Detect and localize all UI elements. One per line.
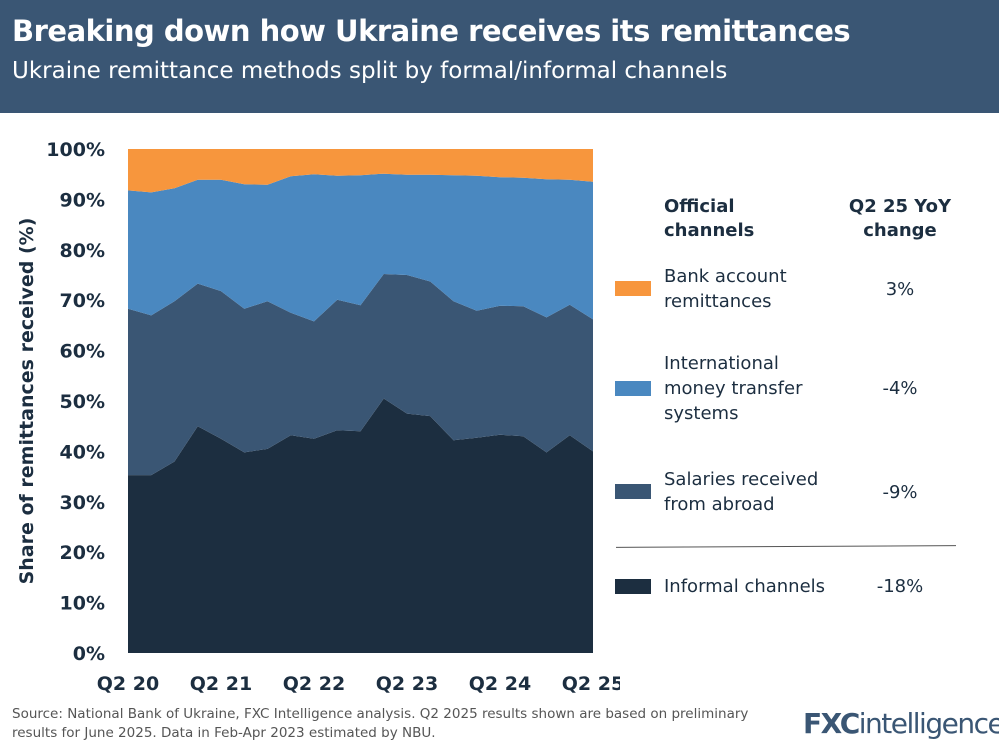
legend-change: 3% bbox=[885, 279, 915, 300]
y-tick-label: 60% bbox=[60, 341, 105, 363]
header: Breaking down how Ukraine receives its r… bbox=[0, 0, 999, 113]
legend-label: International money transfer systems bbox=[664, 353, 803, 424]
y-tick-label: 10% bbox=[60, 593, 105, 615]
y-tick-label: 100% bbox=[46, 139, 105, 161]
y-tick-label: 30% bbox=[60, 492, 105, 514]
source-note: Source: National Bank of Ukraine, FXC In… bbox=[12, 706, 749, 741]
area-series-3 bbox=[128, 149, 593, 193]
fxc-logo: FXCintelligence bbox=[803, 707, 999, 740]
area-series-1 bbox=[128, 273, 593, 476]
area-series-0 bbox=[128, 398, 593, 653]
legend-label: Bank account remittances bbox=[664, 266, 787, 312]
y-tick-label: 0% bbox=[73, 643, 105, 665]
legend-header-line: change bbox=[863, 220, 937, 241]
legend-header-line: Q2 25 YoY bbox=[848, 196, 952, 217]
legend-header-channels: Official channels bbox=[664, 195, 754, 243]
legend-swatch bbox=[615, 484, 651, 499]
chart-title: Breaking down how Ukraine receives its r… bbox=[12, 14, 851, 48]
legend-swatch bbox=[615, 579, 651, 594]
x-tick-label: Q2 22 bbox=[283, 673, 345, 695]
chart-subtitle: Ukraine remittance methods split by form… bbox=[12, 58, 728, 84]
y-tick-label: 50% bbox=[60, 391, 105, 413]
x-tick-label: Q2 25 bbox=[562, 673, 620, 695]
y-tick-label: 80% bbox=[60, 240, 105, 262]
legend-swatch bbox=[615, 281, 651, 296]
legend-header-change: Q2 25 YoY change bbox=[845, 195, 955, 243]
x-tick-label: Q2 23 bbox=[376, 673, 438, 695]
legend-swatch bbox=[615, 381, 651, 396]
legend-change: -4% bbox=[882, 378, 918, 399]
legend-label: Informal channels bbox=[664, 576, 826, 597]
area-series-2 bbox=[128, 173, 593, 322]
y-tick-label: 90% bbox=[60, 189, 105, 211]
legend-change: -18% bbox=[876, 576, 924, 597]
y-tick-label: 20% bbox=[60, 542, 105, 564]
y-axis-label: Share of remittances received (%) bbox=[16, 218, 38, 585]
x-tick-label: Q2 21 bbox=[190, 673, 252, 695]
legend-change: -9% bbox=[882, 482, 918, 503]
y-tick-label: 40% bbox=[60, 441, 105, 463]
y-tick-label: 70% bbox=[60, 290, 105, 312]
legend-label: Salaries received from abroad bbox=[664, 469, 819, 515]
stacked-area-chart: 0% 10% 20% 30% 40% 50% 60% 70% 80% 90% 100% Q2 20 Q… bbox=[16, 139, 620, 695]
legend-divider bbox=[615, 545, 957, 548]
legend-header-line: channels bbox=[664, 220, 755, 241]
legend-header-line: Official bbox=[664, 196, 735, 217]
x-tick-label: Q2 24 bbox=[469, 673, 531, 695]
x-tick-label: Q2 20 bbox=[97, 673, 159, 695]
